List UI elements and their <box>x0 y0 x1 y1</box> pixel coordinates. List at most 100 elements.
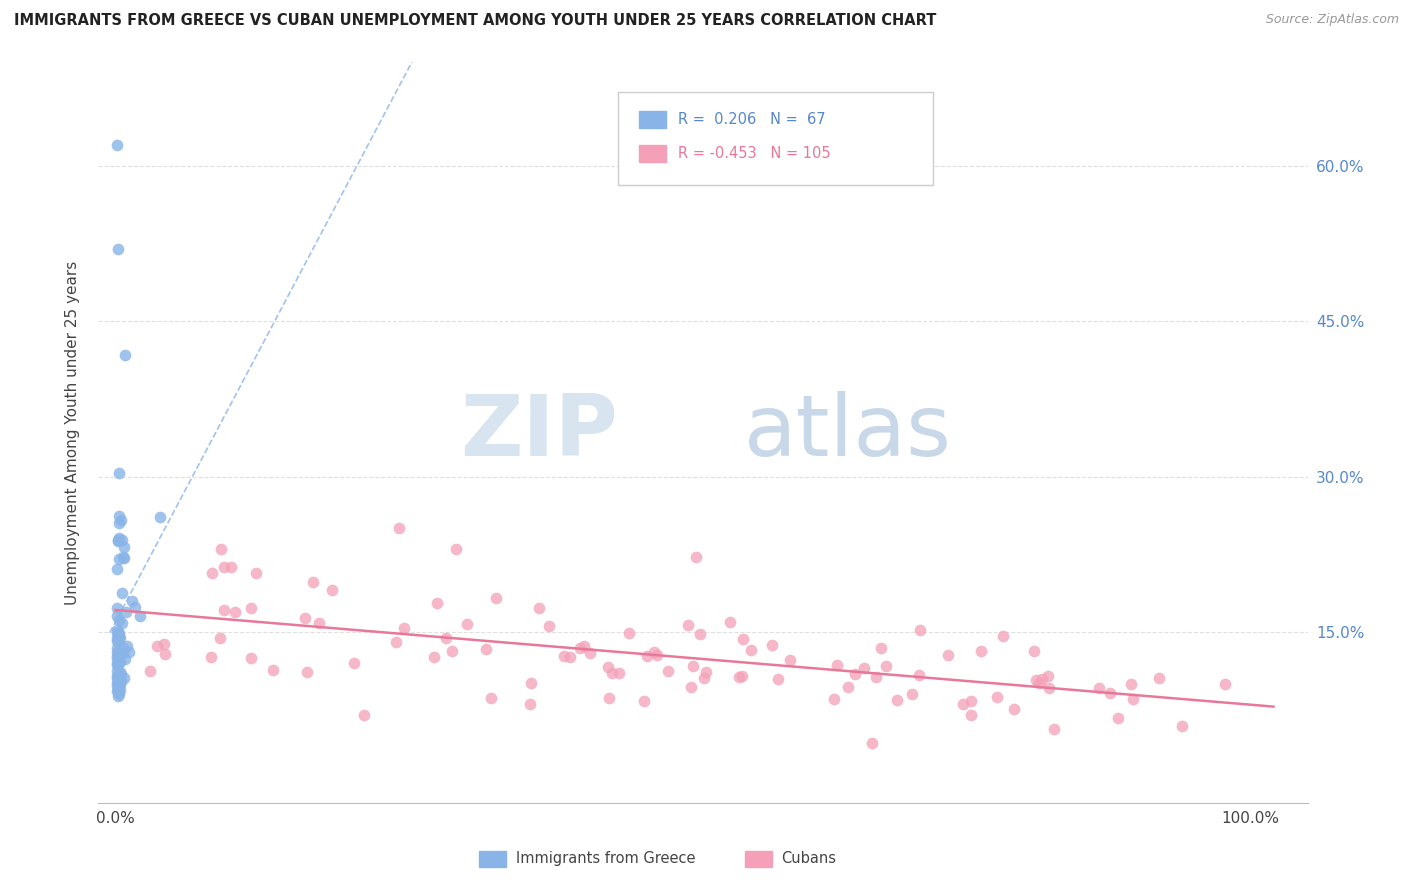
Point <box>434 632 457 646</box>
Point <box>105 651 128 665</box>
Point <box>105 641 128 656</box>
Point <box>108 683 131 698</box>
Point <box>112 550 135 565</box>
Point <box>108 516 131 530</box>
Point <box>105 657 128 671</box>
Point <box>308 615 330 630</box>
Point <box>321 583 343 598</box>
Point <box>110 677 132 691</box>
Point <box>657 665 679 679</box>
Point <box>761 638 783 652</box>
Point <box>110 665 132 680</box>
Point <box>860 736 883 750</box>
Point <box>110 673 132 688</box>
Point <box>105 601 128 615</box>
Point <box>294 611 316 625</box>
Y-axis label: Unemployment Among Youth under 25 years: Unemployment Among Youth under 25 years <box>65 260 80 605</box>
Point <box>475 641 498 656</box>
Point <box>112 551 135 566</box>
Point <box>693 671 716 685</box>
Point <box>1028 675 1050 690</box>
Point <box>908 623 931 637</box>
FancyBboxPatch shape <box>638 145 665 161</box>
Point <box>1171 719 1194 733</box>
FancyBboxPatch shape <box>745 851 772 867</box>
Point <box>115 639 138 653</box>
Point <box>224 605 246 619</box>
Point <box>200 649 222 664</box>
Point <box>112 541 135 555</box>
Point <box>208 631 231 645</box>
Point <box>107 689 129 703</box>
Point <box>388 521 411 535</box>
Point <box>108 466 131 480</box>
Point <box>598 691 620 706</box>
Point <box>105 631 128 645</box>
Point <box>108 629 131 643</box>
Point <box>118 645 141 659</box>
Point <box>607 665 630 680</box>
Point <box>1099 686 1122 700</box>
Point <box>219 559 242 574</box>
Point <box>823 692 845 706</box>
Point <box>568 640 591 655</box>
Point <box>105 658 128 673</box>
Point <box>114 652 136 666</box>
Point <box>111 586 134 600</box>
Point <box>146 639 169 653</box>
Text: IMMIGRANTS FROM GREECE VS CUBAN UNEMPLOYMENT AMONG YOUTH UNDER 25 YEARS CORRELAT: IMMIGRANTS FROM GREECE VS CUBAN UNEMPLOY… <box>14 13 936 29</box>
Point <box>105 625 128 640</box>
FancyBboxPatch shape <box>619 92 932 185</box>
Point <box>105 669 128 683</box>
FancyBboxPatch shape <box>638 112 665 128</box>
Point <box>111 615 134 630</box>
Point <box>1122 691 1144 706</box>
Point <box>596 660 619 674</box>
Point <box>423 650 446 665</box>
Point <box>105 684 128 698</box>
Text: Immigrants from Greece: Immigrants from Greece <box>516 851 695 866</box>
Point <box>537 619 560 633</box>
Point <box>1088 681 1111 696</box>
Point <box>1215 677 1237 691</box>
Point <box>865 670 887 684</box>
Point <box>112 671 135 685</box>
Point <box>766 672 789 686</box>
Point <box>870 640 893 655</box>
Point <box>1043 722 1066 736</box>
Text: Source: ZipAtlas.com: Source: ZipAtlas.com <box>1265 13 1399 27</box>
Point <box>479 691 502 706</box>
Point <box>633 694 655 708</box>
Point <box>107 632 129 647</box>
Point <box>105 671 128 685</box>
Point <box>105 138 128 153</box>
Point <box>214 603 236 617</box>
Point <box>1002 702 1025 716</box>
Point <box>969 643 991 657</box>
Point <box>837 680 859 694</box>
Point <box>600 665 623 680</box>
Point <box>426 596 449 610</box>
Point <box>558 650 581 665</box>
Point <box>960 707 983 722</box>
Point <box>1025 673 1047 688</box>
Point <box>105 634 128 648</box>
Point <box>1121 677 1143 691</box>
Text: ZIP: ZIP <box>461 391 619 475</box>
Point <box>456 617 478 632</box>
Point <box>519 697 541 711</box>
Point <box>240 651 263 665</box>
Point <box>107 687 129 701</box>
Point <box>886 693 908 707</box>
Point <box>936 648 959 662</box>
Point <box>114 348 136 362</box>
Point <box>682 659 704 673</box>
Point <box>728 670 751 684</box>
Point <box>353 707 375 722</box>
Point <box>108 647 131 661</box>
Point <box>695 665 717 679</box>
Point <box>107 684 129 698</box>
Point <box>149 510 172 524</box>
Point <box>553 649 575 664</box>
Point <box>731 669 754 683</box>
